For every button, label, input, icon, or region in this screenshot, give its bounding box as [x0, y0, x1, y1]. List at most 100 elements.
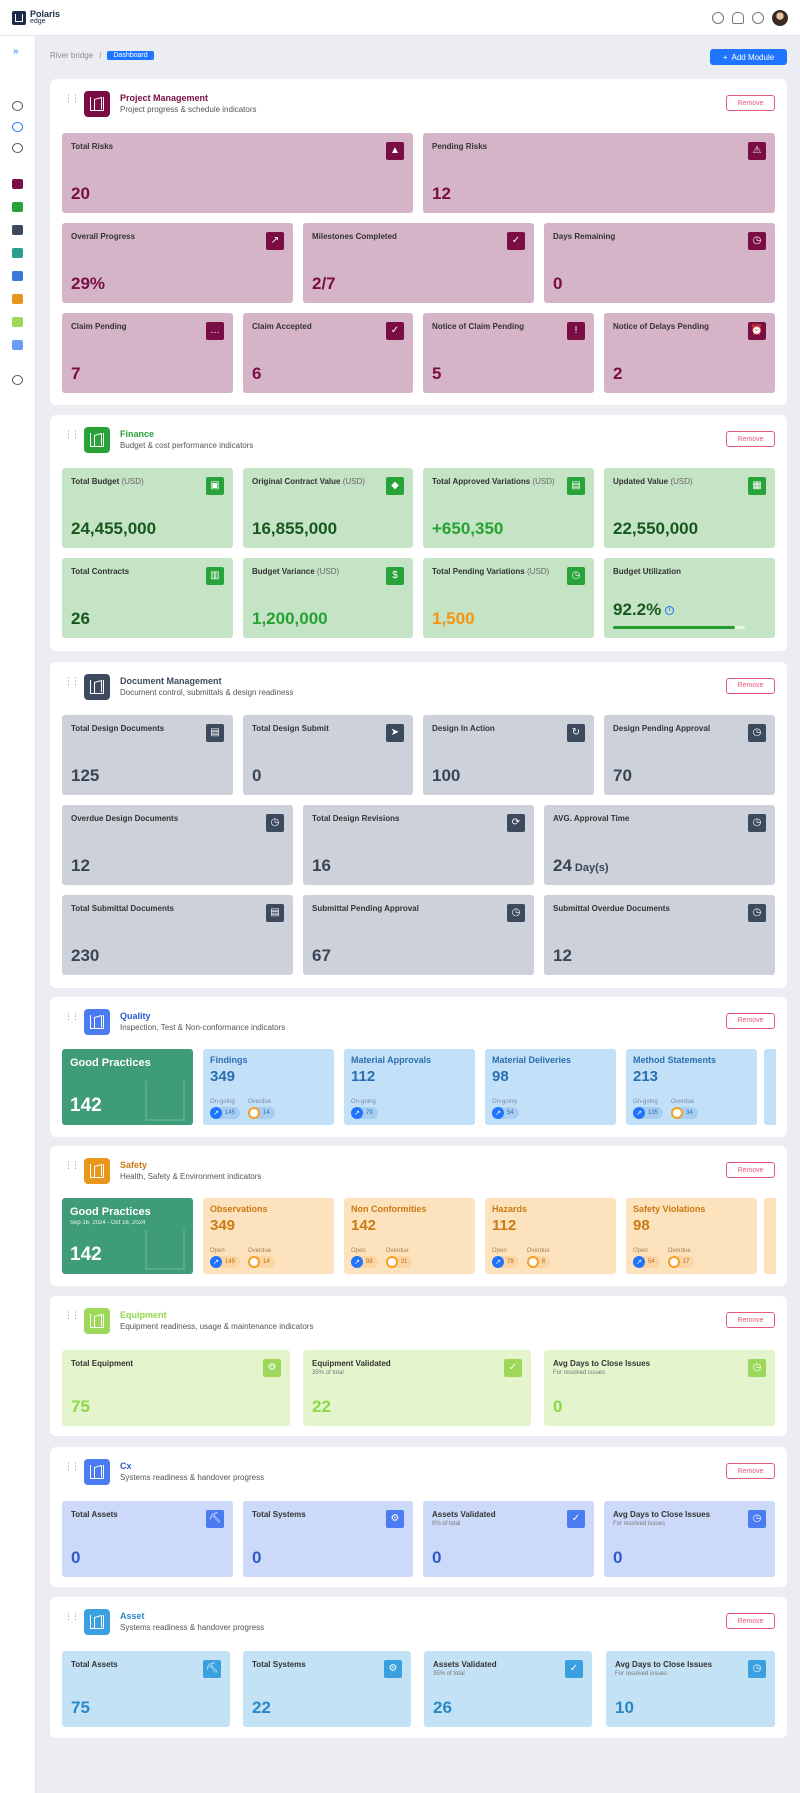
sidebar-quality-icon[interactable] [12, 248, 23, 258]
carousel-overflow[interactable] [764, 1048, 776, 1125]
pending-risks-card[interactable]: Pending Risks ⚠ 12 [423, 133, 775, 213]
milestones-completed-card[interactable]: Milestones Completed ✓ 2/7 [303, 223, 534, 303]
total-systems-card[interactable]: Total Systems ⚙ 0 [243, 1501, 413, 1577]
overdue-design-documents-card[interactable]: Overdue Design Documents ◷ 12 [62, 804, 293, 885]
safety-good-practices-card[interactable]: Good Practices Sep 16, 2024 - Oct 16, 20… [62, 1198, 193, 1274]
total-risks-card[interactable]: Total Risks ▲ 20 [62, 133, 413, 213]
avg-approval-time-card[interactable]: AVG. Approval Time ◷ 24 Day(s) [544, 804, 775, 885]
settings-icon[interactable] [712, 11, 724, 24]
total-submittal-documents-card[interactable]: Total Submittal Documents ▤ 230 [62, 894, 293, 975]
breadcrumb-root[interactable]: River bridge [50, 51, 94, 60]
quality-metric-card[interactable]: Findings 349 On-going ↗ 145 Overdue 14 [203, 1048, 334, 1125]
assets-validated-card[interactable]: Assets Validated 0% of total ✓ 0 [423, 1501, 594, 1577]
quality-good-practices-card[interactable]: Good Practices 142 [62, 1048, 193, 1125]
claim-pending-card[interactable]: Claim Pending … 7 [62, 313, 233, 393]
total-pending-variations-card[interactable]: Total Pending Variations (USD) ◷ 1,500 [423, 558, 594, 638]
status-tag[interactable]: On-going ↗ 79 [351, 1099, 378, 1119]
sidebar-pm-icon[interactable] [12, 179, 23, 189]
settings-icon[interactable] [12, 375, 23, 385]
quality-metric-card[interactable]: Material Deliveries 98 On-going ↗ 54 [485, 1048, 616, 1125]
polaris-logo-icon[interactable] [12, 10, 26, 25]
total-approved-variations-card[interactable]: Total Approved Variations (USD) ▤ +650,3… [423, 468, 594, 548]
sidebar-safety-icon[interactable] [12, 294, 23, 304]
total-contracts-card[interactable]: Total Contracts ▥ 26 [62, 558, 233, 638]
total-budget-card[interactable]: Total Budget (USD) ▣ 24,455,000 [62, 468, 233, 548]
remove-button[interactable]: Remove [726, 1012, 775, 1029]
total-systems-card[interactable]: Total Systems ⚙ 22 [243, 1651, 411, 1727]
remove-button[interactable]: Remove [726, 677, 775, 694]
submittal-pending-approval-card[interactable]: Submittal Pending Approval ◷ 67 [303, 894, 534, 975]
original-contract-value-card[interactable]: Original Contract Value (USD) ◆ 16,855,0… [243, 468, 413, 548]
remove-button[interactable]: Remove [726, 1312, 775, 1328]
drag-handle-icon[interactable]: ⋮⋮ [64, 93, 80, 103]
budget-utilization-card[interactable]: Budget Utilization 92.2% i [604, 558, 775, 638]
sidebar-equipment-icon[interactable] [12, 317, 23, 327]
drag-handle-icon[interactable]: ⋮⋮ [64, 1461, 80, 1471]
drag-handle-icon[interactable]: ⋮⋮ [64, 1010, 80, 1021]
avg-days-close-issues-card[interactable]: Avg Days to Close Issues For resolved is… [604, 1501, 775, 1577]
budget-variance-card[interactable]: Budget Variance (USD) $ 1,200,000 [243, 558, 413, 638]
info-icon[interactable]: i [665, 606, 675, 616]
carousel-overflow[interactable] [764, 1198, 776, 1274]
updated-value-card[interactable]: Updated Value (USD) ▦ 22,550,000 [604, 468, 775, 548]
safety-metric-card[interactable]: Safety Violations 98 Open ↗ 54 Overdue 17 [626, 1198, 757, 1274]
design-in-action-card[interactable]: Design In Action ↻ 100 [423, 714, 594, 795]
sidebar-asset-icon[interactable] [12, 340, 23, 350]
expand-sidebar-icon[interactable]: » [13, 46, 19, 57]
total-design-revisions-card[interactable]: Total Design Revisions ⟳ 16 [303, 804, 534, 885]
app-logo[interactable]: Polaris edge [30, 9, 60, 26]
status-tag[interactable]: Overdue 21 [385, 1248, 413, 1268]
drag-handle-icon[interactable]: ⋮⋮ [64, 429, 80, 439]
claim-accepted-card[interactable]: Claim Accepted ✓ 6 [243, 313, 413, 393]
status-tag[interactable]: Open ↗ 79 [492, 1248, 519, 1268]
status-tag[interactable]: Open ↗ 54 [633, 1248, 660, 1268]
overall-progress-card[interactable]: Overall Progress ↗ 29% [62, 223, 293, 303]
total-assets-card[interactable]: Total Assets ⛏ 0 [62, 1501, 233, 1577]
notice-of-claim-pending-card[interactable]: Notice of Claim Pending ! 5 [423, 313, 594, 393]
add-module-button[interactable]: + Add Module [710, 49, 787, 65]
assets-validated-card[interactable]: Assets Validated 35% of total ✓ 26 [424, 1651, 592, 1727]
status-tag[interactable]: Overdue 14 [248, 1248, 275, 1268]
globe-icon[interactable] [752, 11, 764, 24]
safety-metric-card[interactable]: Observations 349 Open ↗ 145 Overdue 14 [203, 1198, 334, 1274]
notice-of-delays-pending-card[interactable]: Notice of Delays Pending ⏰ 2 [604, 313, 775, 393]
status-tag[interactable]: Overdue 17 [667, 1248, 695, 1268]
tools-icon[interactable] [12, 143, 23, 153]
status-tag[interactable]: Overdue 8 [526, 1248, 551, 1268]
equipment-validated-card[interactable]: Equipment Validated 35% of total ✓ 22 [303, 1350, 531, 1426]
avg-days-close-issues-card[interactable]: Avg Days to Close Issues For resolved is… [544, 1350, 775, 1426]
avatar[interactable] [772, 9, 788, 26]
drag-handle-icon[interactable]: ⋮⋮ [64, 1611, 80, 1621]
drag-handle-icon[interactable]: ⋮⋮ [64, 675, 80, 686]
remove-button[interactable]: Remove [726, 1162, 775, 1178]
sidebar-cx-icon[interactable] [12, 271, 23, 281]
sidebar-finance-icon[interactable] [12, 202, 23, 212]
bell-icon[interactable] [732, 11, 744, 24]
total-equipment-card[interactable]: Total Equipment ⚙ 75 [62, 1350, 290, 1426]
status-tag[interactable]: Overdue 34 [671, 1099, 698, 1119]
total-assets-card[interactable]: Total Assets ⛏ 75 [62, 1651, 230, 1727]
status-tag[interactable]: Open ↗ 98 [351, 1248, 378, 1268]
dashboard-icon[interactable] [12, 122, 23, 132]
remove-button[interactable]: Remove [726, 1613, 775, 1629]
safety-metric-card[interactable]: Hazards 112 Open ↗ 79 Overdue 8 [485, 1198, 616, 1274]
days-remaining-card[interactable]: Days Remaining ◷ 0 [544, 223, 775, 303]
breadcrumb-current[interactable]: Dashboard [107, 51, 154, 60]
remove-button[interactable]: Remove [726, 1463, 775, 1479]
quality-metric-card[interactable]: Material Approvals 112 On-going ↗ 79 [344, 1048, 475, 1125]
sidebar-document-icon[interactable] [12, 225, 23, 235]
home-icon[interactable] [12, 101, 23, 111]
remove-button[interactable]: Remove [726, 431, 775, 447]
status-tag[interactable]: On-going ↗ 54 [492, 1099, 519, 1119]
status-tag[interactable]: On-going ↗ 135 [633, 1099, 664, 1119]
status-tag[interactable]: Overdue 14 [248, 1099, 275, 1119]
drag-handle-icon[interactable]: ⋮⋮ [64, 1160, 80, 1170]
safety-metric-card[interactable]: Non Conformities 142 Open ↗ 98 Overdue 21 [344, 1198, 475, 1274]
submittal-overdue-documents-card[interactable]: Submittal Overdue Documents ◷ 12 [544, 894, 775, 975]
design-pending-approval-card[interactable]: Design Pending Approval ◷ 70 [604, 714, 775, 795]
total-design-submit-card[interactable]: Total Design Submit ➤ 0 [243, 714, 413, 795]
status-tag[interactable]: On-going ↗ 145 [210, 1099, 241, 1119]
remove-button[interactable]: Remove [726, 95, 775, 111]
avg-days-close-issues-card[interactable]: Avg Days to Close Issues For resolved is… [606, 1651, 775, 1727]
total-design-documents-card[interactable]: Total Design Documents ▤ 125 [62, 714, 233, 795]
